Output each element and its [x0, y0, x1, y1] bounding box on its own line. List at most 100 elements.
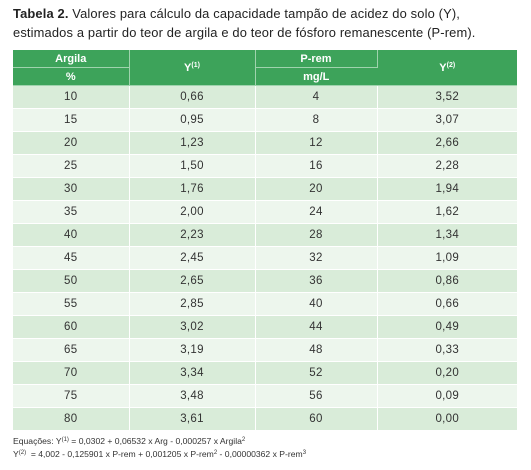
- cell-argila: 80: [13, 407, 130, 431]
- cell-prem: 20: [255, 177, 378, 201]
- cell-argila: 50: [13, 269, 130, 293]
- eq2-part1: = 4,002 - 0,125901 x P-rem + 0,001205 x …: [26, 448, 214, 459]
- table-row: 25 1,50 16 2,28: [13, 154, 517, 178]
- cell-y2: 3,52: [377, 85, 517, 109]
- table-row: 60 3,02 44 0,49: [13, 315, 517, 339]
- eq2-pow2: 3: [302, 449, 307, 456]
- table-row: 35 2,00 24 1,62: [13, 200, 517, 224]
- cell-y2: 0,49: [377, 315, 517, 339]
- table-row: 50 2,65 36 0,86: [13, 269, 517, 293]
- eq1-sup: (1): [61, 437, 69, 443]
- cell-y1: 3,02: [129, 315, 256, 339]
- caption-lead: Tabela 2.: [13, 6, 69, 21]
- cell-y2: 0,00: [377, 407, 517, 431]
- cell-y2: 0,66: [377, 292, 517, 316]
- cell-prem: 44: [255, 315, 378, 339]
- cell-y1: 2,85: [129, 292, 256, 316]
- data-table: Argila Y(1) P-rem Y(2) % mg/L 10 0,66 4 3,5…: [13, 50, 517, 431]
- header-y1-label: Y: [184, 61, 192, 74]
- header-argila: Argila: [13, 50, 130, 68]
- header-prem-unit: mg/L: [255, 67, 377, 86]
- cell-prem: 4: [255, 85, 378, 109]
- equation-2: Y(2) = 4,002 - 0,125901 x P-rem + 0,0012…: [13, 448, 517, 461]
- cell-argila: 70: [13, 361, 130, 385]
- header-y2-label: Y: [439, 61, 447, 74]
- cell-y1: 1,50: [129, 154, 256, 178]
- cell-y1: 0,66: [129, 85, 256, 109]
- cell-y2: 1,34: [377, 223, 517, 247]
- header-row-2: % mg/L: [13, 67, 517, 86]
- cell-y1: 2,00: [129, 200, 256, 224]
- cell-y1: 2,23: [129, 223, 256, 247]
- cell-argila: 25: [13, 154, 130, 178]
- eq1-body: = 0,0302 + 0,06532 x Arg - 0,000257 x Ar…: [68, 436, 242, 446]
- cell-y2: 0,09: [377, 384, 517, 408]
- cell-y2: 2,28: [377, 154, 517, 178]
- cell-prem: 60: [255, 407, 378, 431]
- table-row: 10 0,66 4 3,52: [13, 85, 517, 109]
- cell-argila: 30: [13, 177, 130, 201]
- table-caption: Tabela 2. Valores para cálculo da capaci…: [13, 0, 517, 42]
- table-row: 45 2,45 32 1,09: [13, 246, 517, 270]
- eq2-label: Y: [13, 448, 19, 459]
- table-row: 80 3,61 60 0,00: [13, 407, 517, 431]
- cell-prem: 32: [255, 246, 378, 270]
- table-body: 10 0,66 4 3,52 15 0,95 8 3,07 20 1,23 12 2,66 25 1…: [13, 85, 517, 431]
- cell-y1: 0,95: [129, 108, 256, 132]
- cell-prem: 40: [255, 292, 378, 316]
- cell-y2: 0,86: [377, 269, 517, 293]
- caption-text: Valores para cálculo da capacidade tampã…: [13, 6, 476, 40]
- cell-prem: 36: [255, 269, 378, 293]
- cell-prem: 16: [255, 154, 378, 178]
- cell-argila: 65: [13, 338, 130, 362]
- eq1-pow: 2: [241, 437, 246, 443]
- table-header: Argila Y(1) P-rem Y(2) % mg/L: [13, 50, 517, 86]
- cell-y2: 2,66: [377, 131, 517, 155]
- header-prem: P-rem: [255, 50, 378, 68]
- cell-y1: 3,48: [129, 384, 256, 408]
- cell-argila: 45: [13, 246, 130, 270]
- cell-argila: 35: [13, 200, 130, 224]
- cell-y1: 1,76: [129, 177, 256, 201]
- cell-y1: 3,34: [129, 361, 256, 385]
- cell-prem: 56: [255, 384, 378, 408]
- equation-1: Equações: Y(1) = 0,0302 + 0,06532 x Arg …: [13, 435, 517, 448]
- cell-prem: 28: [255, 223, 378, 247]
- table-row: 15 0,95 8 3,07: [13, 108, 517, 132]
- cell-y2: 0,20: [377, 361, 517, 385]
- cell-argila: 15: [13, 108, 130, 132]
- cell-y1: 2,45: [129, 246, 256, 270]
- header-y2-sup: (2): [446, 61, 456, 69]
- cell-argila: 10: [13, 85, 130, 109]
- cell-y2: 1,62: [377, 200, 517, 224]
- header-argila-unit: %: [13, 67, 130, 86]
- table-row: 55 2,85 40 0,66: [13, 292, 517, 316]
- cell-y1: 3,19: [129, 338, 256, 362]
- cell-argila: 60: [13, 315, 130, 339]
- cell-prem: 12: [255, 131, 378, 155]
- cell-argila: 40: [13, 223, 130, 247]
- cell-y1: 1,23: [129, 131, 256, 155]
- cell-y2: 1,94: [377, 177, 517, 201]
- table-row: 40 2,23 28 1,34: [13, 223, 517, 247]
- cell-argila: 20: [13, 131, 130, 155]
- equation-notes: Equações: Y(1) = 0,0302 + 0,06532 x Arg …: [13, 435, 517, 460]
- eq2-sup: (2): [18, 449, 27, 456]
- eq1-label: Equações: Y: [13, 436, 62, 446]
- header-y1-sup: (1): [191, 61, 200, 69]
- cell-prem: 52: [255, 361, 378, 385]
- cell-y1: 2,65: [129, 269, 256, 293]
- cell-argila: 75: [13, 384, 130, 408]
- cell-y2: 1,09: [377, 246, 517, 270]
- cell-y2: 0,33: [377, 338, 517, 362]
- table-row: 75 3,48 56 0,09: [13, 384, 517, 408]
- table-row: 30 1,76 20 1,94: [13, 177, 517, 201]
- table-row: 20 1,23 12 2,66: [13, 131, 517, 155]
- header-row-1: Argila Y(1) P-rem Y(2): [13, 50, 517, 86]
- cell-prem: 24: [255, 200, 378, 224]
- cell-prem: 48: [255, 338, 378, 362]
- header-y2: Y(2): [377, 50, 517, 86]
- eq2-part2: - 0,00000362 x P-rem: [217, 448, 303, 459]
- eq2-pow1: 2: [213, 449, 218, 456]
